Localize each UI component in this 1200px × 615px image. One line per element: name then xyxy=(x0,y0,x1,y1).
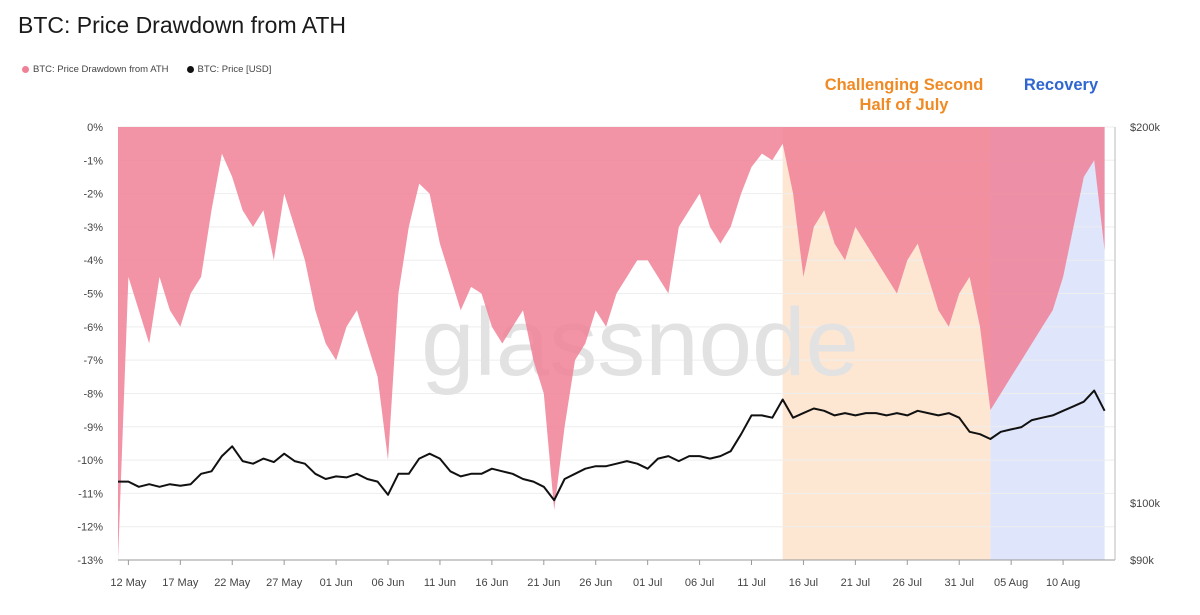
legend: BTC: Price Drawdown from ATH BTC: Price … xyxy=(22,64,271,75)
y-left-tick-label: -3% xyxy=(83,222,103,234)
y-left-tick-label: -4% xyxy=(83,255,103,267)
x-tick-label: 26 Jun xyxy=(579,577,612,589)
x-tick-label: 10 Aug xyxy=(1046,577,1080,589)
y-left-tick-label: -11% xyxy=(78,488,103,500)
y-left-tick-label: -9% xyxy=(83,422,103,434)
y-left-tick-label: 0% xyxy=(87,122,103,134)
legend-label-drawdown: BTC: Price Drawdown from ATH xyxy=(33,64,169,75)
x-tick-label: 17 May xyxy=(162,577,199,589)
price-line xyxy=(118,389,1106,502)
x-tick-label: 16 Jun xyxy=(475,577,508,589)
x-tick-label: 11 Jun xyxy=(424,577,456,589)
x-tick-label: 26 Jul xyxy=(893,577,922,589)
x-tick-label: 12 May xyxy=(110,577,147,589)
legend-swatch-price xyxy=(186,66,194,73)
y-left-tick-label: -10% xyxy=(77,455,103,467)
annotation-july-line1: Challenging Second xyxy=(824,76,984,94)
y-left-tick-label: -12% xyxy=(77,522,103,534)
legend-item-drawdown[interactable]: BTC: Price Drawdown from ATH xyxy=(22,64,169,75)
y-right-tick-label: $100k xyxy=(1130,498,1160,510)
legend-label-price: BTC: Price [USD] xyxy=(197,64,272,75)
x-tick-label: 06 Jul xyxy=(685,577,714,589)
y-left-tick-label: -5% xyxy=(83,289,103,301)
annotation-recovery: Recovery xyxy=(1023,76,1099,94)
legend-swatch-drawdown xyxy=(22,66,29,73)
drawdown-area xyxy=(118,127,1105,560)
x-tick-label: 21 Jul xyxy=(841,577,870,589)
x-tick-label: 22 May xyxy=(214,577,251,589)
y-right-tick-label: $200k xyxy=(1130,122,1160,134)
x-tick-label: 01 Jul xyxy=(633,577,662,589)
x-tick-label: 16 Jul xyxy=(789,577,818,589)
y-left-tick-label: -7% xyxy=(83,355,103,367)
y-left-tick-label: -2% xyxy=(83,189,103,201)
x-tick-label: 21 Jun xyxy=(527,577,560,589)
x-tick-label: 01 Jun xyxy=(320,577,353,589)
x-tick-label: 27 May xyxy=(266,577,303,589)
x-tick-label: 05 Aug xyxy=(994,577,1028,589)
chart-title: BTC: Price Drawdown from ATH xyxy=(18,12,347,38)
y-left-tick-label: -13% xyxy=(77,555,103,567)
x-tick-label: 11 Jul xyxy=(737,577,766,589)
annotation-july-line2: Half of July xyxy=(859,96,949,114)
y-left-tick-label: -6% xyxy=(83,322,103,334)
y-right-tick-label: $90k xyxy=(1130,555,1154,567)
x-tick-label: 31 Jul xyxy=(945,577,974,589)
y-left-tick-label: -1% xyxy=(83,155,103,167)
annotation-challenging-july: Challenging Second Half of July xyxy=(800,75,1008,115)
x-tick-label: 06 Jun xyxy=(372,577,405,589)
y-left-tick-label: -8% xyxy=(83,388,103,400)
legend-item-price[interactable]: BTC: Price [USD] xyxy=(186,64,272,75)
